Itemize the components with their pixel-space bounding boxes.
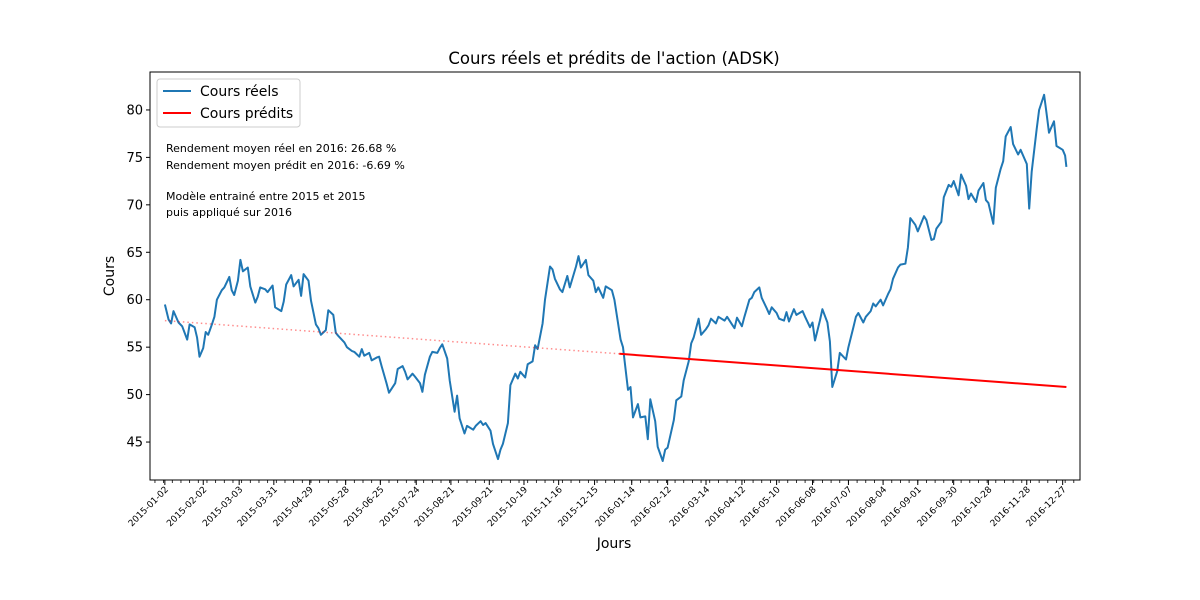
y-tick-label: 80 bbox=[126, 103, 143, 118]
y-axis-title: Cours bbox=[102, 256, 118, 296]
legend: Cours réels Cours prédits bbox=[156, 78, 301, 128]
series-layer bbox=[163, 93, 1068, 462]
y-axis: 45 50 55 60 65 70 75 80 bbox=[126, 103, 150, 451]
x-axis-title: Jours bbox=[596, 536, 632, 552]
y-tick-label: 65 bbox=[126, 246, 143, 261]
annotation-predicted-return: Rendement moyen prédit en 2016: -6.69 % bbox=[166, 159, 405, 172]
series-line-predicted bbox=[619, 352, 1067, 388]
x-axis: 2015-01-022015-02-022015-03-032015-03-31… bbox=[127, 480, 1075, 529]
annotation-applied-period: puis appliqué sur 2016 bbox=[166, 206, 292, 219]
series-line-actual bbox=[163, 93, 1068, 462]
annotation-real-return: Rendement moyen réel en 2016: 26.68 % bbox=[166, 142, 396, 155]
y-tick-label: 45 bbox=[126, 436, 143, 451]
legend-label-actual: Cours réels bbox=[200, 84, 279, 100]
legend-box bbox=[156, 78, 301, 128]
plot-frame bbox=[149, 71, 1081, 481]
y-tick-label: 70 bbox=[126, 198, 143, 213]
annotation-training-period: Modèle entrainé entre 2015 et 2015 bbox=[166, 190, 366, 203]
y-tick-label: 60 bbox=[126, 293, 143, 308]
y-tick-label: 75 bbox=[126, 151, 143, 166]
legend-label-predicted: Cours prédits bbox=[200, 106, 293, 122]
y-tick-label: 55 bbox=[126, 341, 143, 356]
chart-title: Cours réels et prédits de l'action (ADSK… bbox=[448, 49, 779, 68]
y-tick-label: 50 bbox=[126, 388, 143, 403]
series-line-predicted-backfill bbox=[164, 319, 620, 355]
annotation-block: Rendement moyen réel en 2016: 26.68 % Re… bbox=[166, 142, 405, 219]
